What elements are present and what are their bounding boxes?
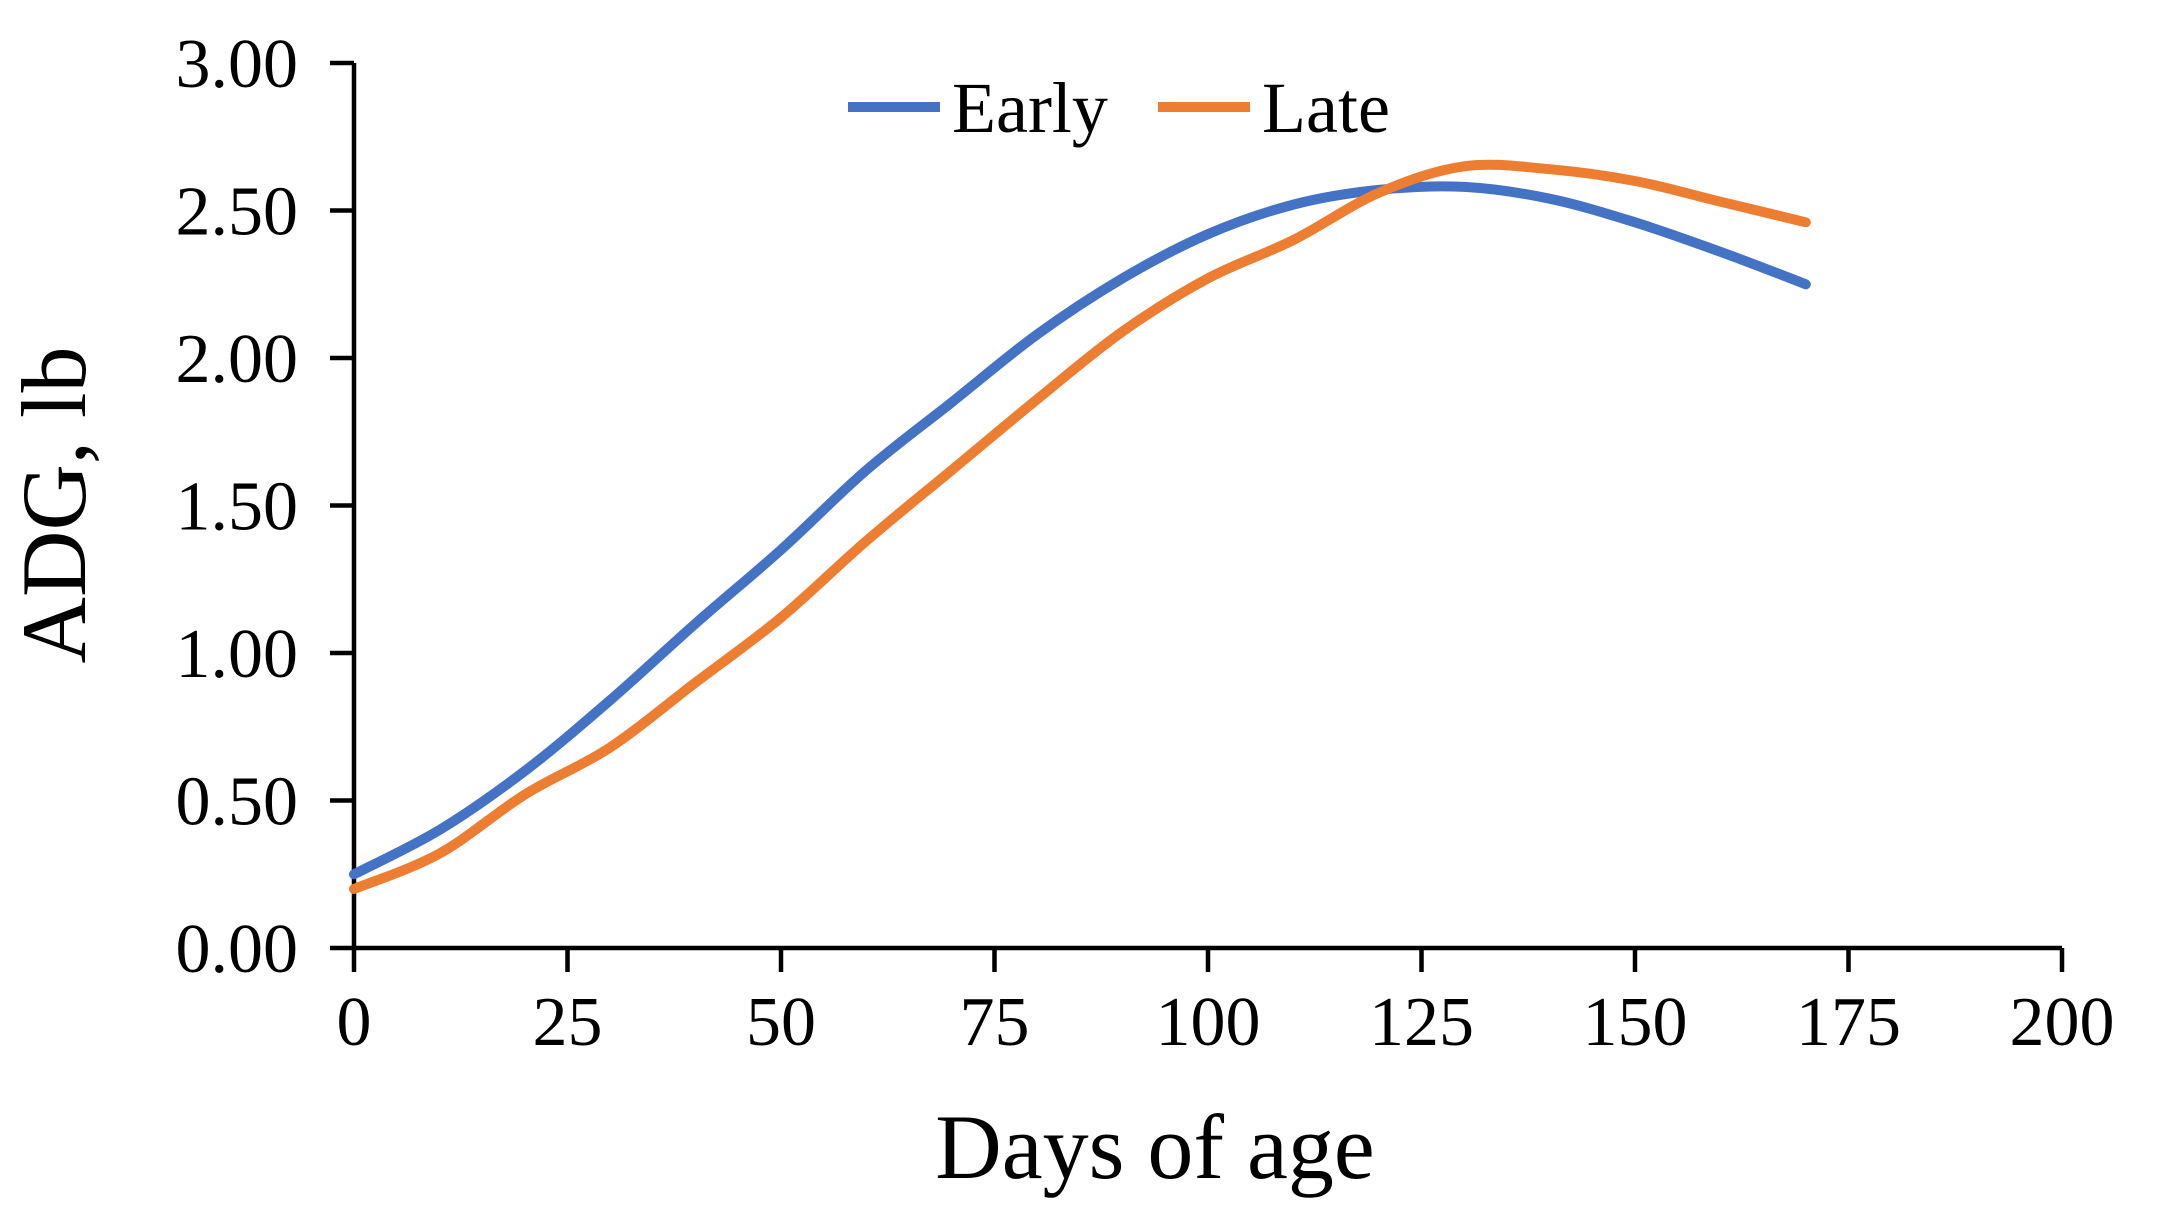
y-tick-label: 1.50 — [176, 469, 299, 546]
axis-lines — [351, 63, 2062, 951]
x-tick-label: 0 — [337, 984, 372, 1061]
axes — [351, 63, 2062, 951]
axis-ticks — [330, 60, 2065, 972]
y-tick-label: 2.00 — [176, 321, 299, 398]
tick-labels: 0.00 0.50 1.00 1.50 2.00 2.50 3.00 0 25 50 75 100 12… — [176, 26, 2115, 1061]
series-line-late — [349, 159, 1811, 894]
x-tick-label: 25 — [533, 984, 603, 1061]
y-tick-label: 1.00 — [176, 616, 299, 693]
y-tick-label: 3.00 — [176, 26, 299, 103]
legend-entry-early: Early — [848, 68, 1108, 148]
legend-label-late: Late — [1262, 68, 1390, 148]
x-tick-label: 125 — [1369, 984, 1474, 1061]
x-tick-label: 50 — [746, 984, 816, 1061]
plot-series — [349, 159, 1811, 894]
x-tick-label: 100 — [1156, 984, 1261, 1061]
legend-label-early: Early — [952, 68, 1108, 148]
legend-entry-late: Late — [1158, 68, 1390, 148]
y-tick-label: 0.00 — [176, 911, 299, 988]
x-tick-label: 200 — [2010, 984, 2115, 1061]
y-axis-title: ADG, lb — [3, 347, 105, 664]
legend: Early Late — [848, 68, 1390, 148]
x-tick-label: 150 — [1583, 984, 1688, 1061]
x-tick-label: 75 — [960, 984, 1030, 1061]
x-tick-label: 175 — [1796, 984, 1901, 1061]
series-line-early — [349, 181, 1811, 880]
x-axis-title: Days of age — [935, 1096, 1374, 1198]
y-tick-label: 2.50 — [176, 174, 299, 251]
y-tick-label: 0.50 — [176, 764, 299, 841]
